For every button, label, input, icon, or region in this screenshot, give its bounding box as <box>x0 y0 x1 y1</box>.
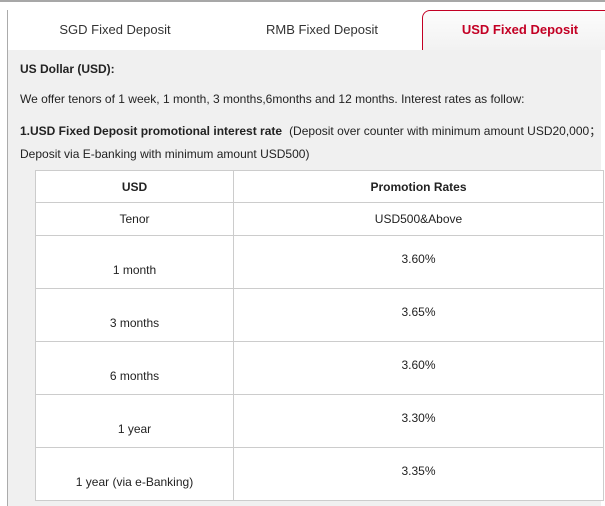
page-top-border <box>0 0 605 2</box>
page-left-border <box>7 10 8 506</box>
subheader-tenor-cell: Tenor <box>35 202 234 236</box>
promo-note-line2: Deposit via E-banking with minimum amoun… <box>20 147 310 161</box>
table-row: 3 months 3.65% <box>35 288 604 342</box>
deposit-tab-bar: SGD Fixed Deposit RMB Fixed Deposit USD … <box>8 10 605 50</box>
table-row: 1 month 3.60% <box>35 235 604 289</box>
tenor-intro-text: We offer tenors of 1 week, 1 month, 3 mo… <box>20 92 525 106</box>
tenor-cell: 6 months <box>35 341 234 395</box>
tab-sgd-fixed-deposit[interactable]: SGD Fixed Deposit <box>59 22 171 37</box>
tenor-cell: 1 year (via e-Banking) <box>35 447 234 501</box>
tab-rmb-fixed-deposit[interactable]: RMB Fixed Deposit <box>266 22 378 37</box>
subheader-amount-cell: USD500&Above <box>233 202 604 236</box>
table-subheader-row: Tenor USD500&Above <box>35 202 604 236</box>
table-row: 1 year 3.30% <box>35 394 604 448</box>
promo-note-line1: (Deposit over counter with minimum amoun… <box>289 124 602 138</box>
table-header-row: USD Promotion Rates <box>35 170 604 203</box>
table-row: 6 months 3.60% <box>35 341 604 395</box>
rate-cell: 3.35% <box>233 447 604 501</box>
promo-title: 1.USD Fixed Deposit promotional interest… <box>20 124 283 138</box>
rate-cell: 3.65% <box>233 288 604 342</box>
usd-deposit-panel: US Dollar (USD): We offer tenors of 1 we… <box>8 50 604 506</box>
table-row: 1 year (via e-Banking) 3.35% <box>35 447 604 501</box>
promotion-rates-table: USD Promotion Rates Tenor USD500&Above 1… <box>35 170 604 501</box>
tab-usd-fixed-deposit[interactable]: USD Fixed Deposit <box>422 10 605 50</box>
rate-cell: 3.30% <box>233 394 604 448</box>
header-promotion-rates-cell: Promotion Rates <box>233 170 604 203</box>
tenor-cell: 1 year <box>35 394 234 448</box>
tenor-cell: 1 month <box>35 235 234 289</box>
header-currency-cell: USD <box>35 170 234 203</box>
rate-cell: 3.60% <box>233 235 604 289</box>
currency-heading: US Dollar (USD): <box>20 62 115 76</box>
rate-cell: 3.60% <box>233 341 604 395</box>
promo-paragraph: 1.USD Fixed Deposit promotional interest… <box>20 120 601 166</box>
tenor-cell: 3 months <box>35 288 234 342</box>
